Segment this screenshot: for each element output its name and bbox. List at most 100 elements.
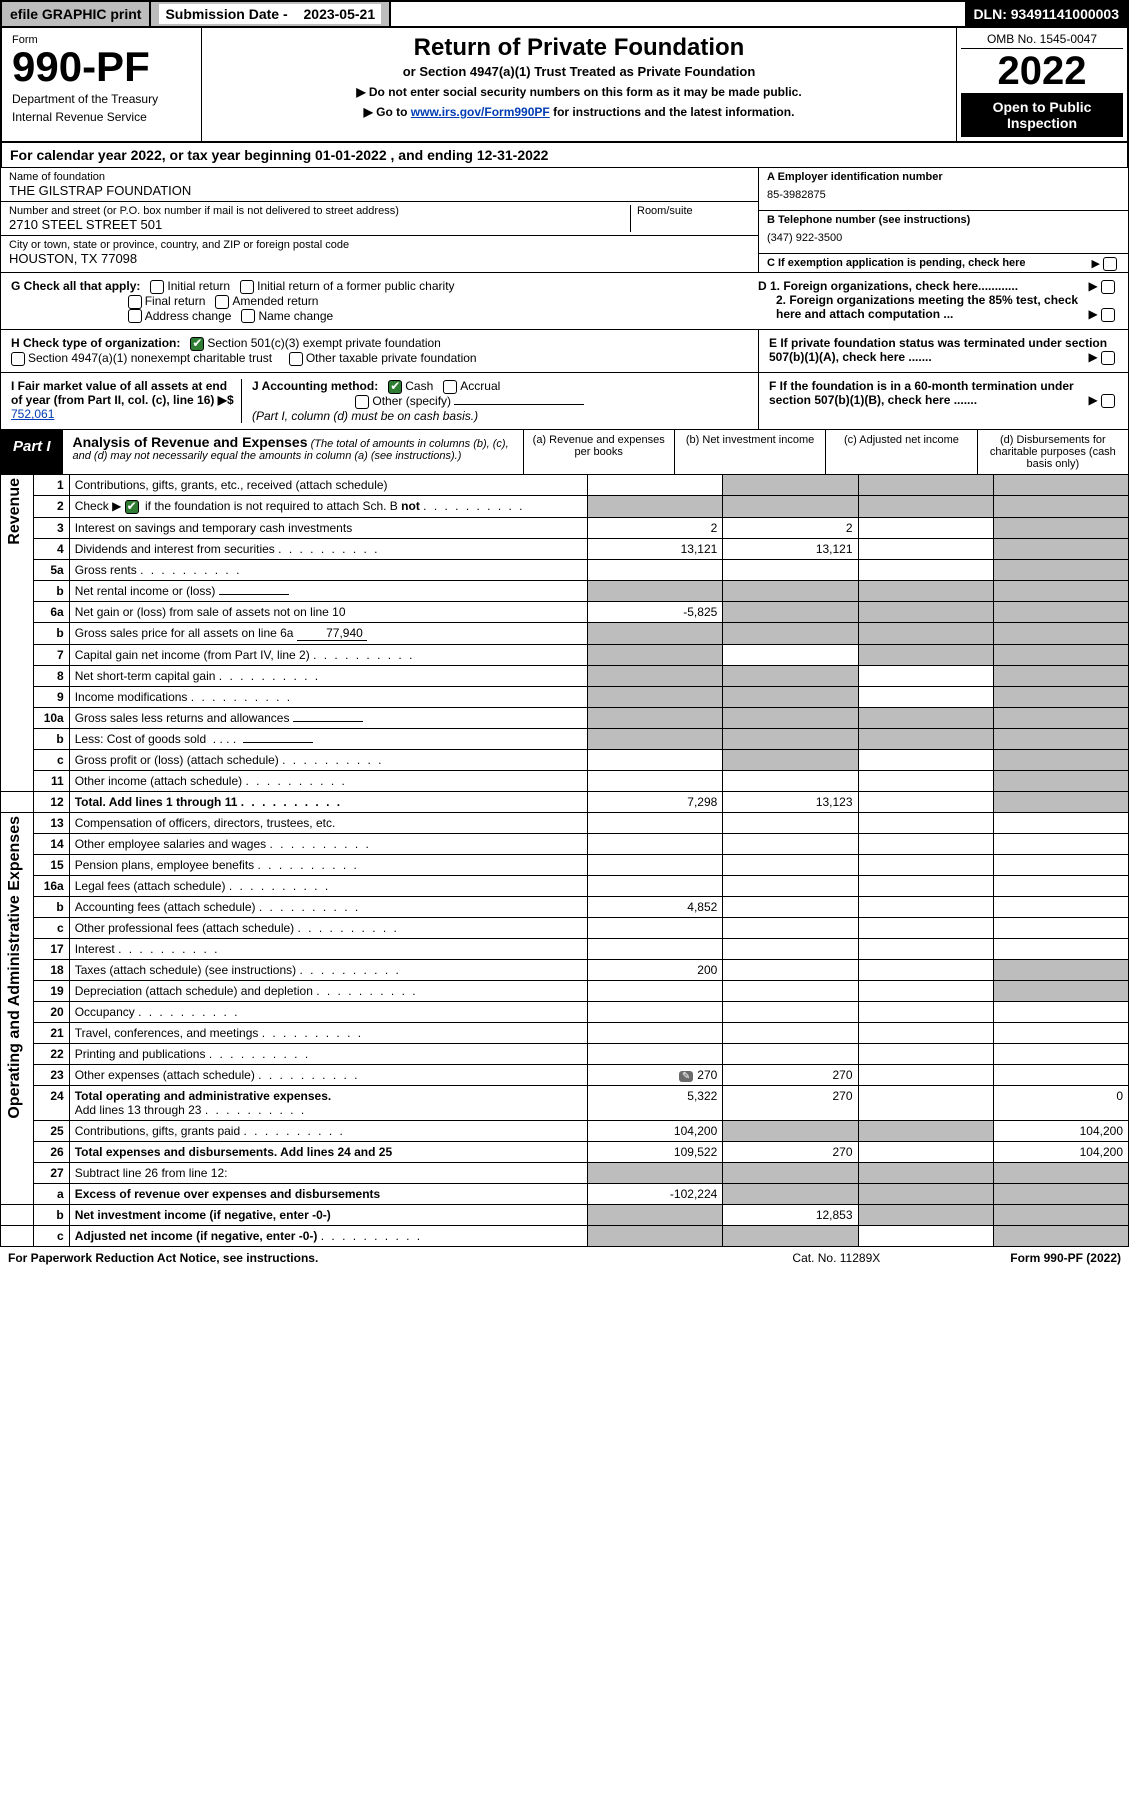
g-opt-0: Initial return [167,279,230,293]
g-amended-checkbox[interactable] [215,295,229,309]
table-row: 24Total operating and administrative exp… [1,1085,1129,1120]
phone-row: B Telephone number (see instructions) (3… [759,211,1128,254]
row-num: 26 [33,1141,69,1162]
col-d-header: (d) Disbursements for charitable purpose… [977,430,1128,474]
cell-a: 5,322 [588,1085,723,1120]
table-row: 18Taxes (attach schedule) (see instructi… [1,959,1129,980]
table-row: 20Occupancy [1,1001,1129,1022]
row-num: 13 [33,812,69,833]
city-label: City or town, state or province, country… [9,239,750,251]
row-num: 2 [33,495,69,517]
dept-treasury: Department of the Treasury [12,92,191,106]
cell-b: 270 [723,1085,858,1120]
row-num: b [33,896,69,917]
g-name-change-checkbox[interactable] [241,309,255,323]
g-address-change-checkbox[interactable] [128,309,142,323]
row-label: Excess of revenue over expenses and disb… [69,1183,587,1204]
row-label: Other income (attach schedule) [69,770,587,791]
j-other-checkbox[interactable] [355,395,369,409]
table-row: 19Depreciation (attach schedule) and dep… [1,980,1129,1001]
g-initial-return-checkbox[interactable] [150,280,164,294]
page-footer: For Paperwork Reduction Act Notice, see … [0,1247,1129,1269]
table-row: 16aLegal fees (attach schedule) [1,875,1129,896]
i-value-link[interactable]: 752,061 [11,407,54,421]
h-other-checkbox[interactable] [289,352,303,366]
h-4947-checkbox[interactable] [11,352,25,366]
form-header: Form 990-PF Department of the Treasury I… [0,28,1129,143]
cell-a: -5,825 [588,601,723,622]
schedule-icon[interactable]: ✎ [679,1071,693,1082]
f-checkbox[interactable] [1101,394,1115,408]
row-num: 18 [33,959,69,980]
row-label: Net rental income or (loss) [69,580,587,601]
j-accrual-checkbox[interactable] [443,380,457,394]
row-num: b [33,728,69,749]
table-row: 6a Net gain or (loss) from sale of asset… [1,601,1129,622]
ein-label: A Employer identification number [767,171,1120,183]
foundation-name-value: THE GILSTRAP FOUNDATION [9,183,750,198]
g-block: G Check all that apply: Initial return I… [11,279,748,323]
row-num: 15 [33,854,69,875]
sch-b-checkbox[interactable] [125,500,139,514]
row-num: 16a [33,875,69,896]
row-label: Subtract line 26 from line 12: [69,1162,587,1183]
table-row: 2 Check ▶ if the foundation is not requi… [1,495,1129,517]
e-checkbox[interactable] [1101,351,1115,365]
expenses-side-label: Operating and Administrative Expenses [1,812,34,1204]
efile-print-button[interactable]: efile GRAPHIC print [2,2,151,26]
j-other: Other (specify) [372,394,451,408]
table-row: 27Subtract line 26 from line 12: [1,1162,1129,1183]
row-num: 20 [33,1001,69,1022]
g-opt-5: Name change [258,309,333,323]
row-label: Gross rents [69,559,587,580]
e-label: E If private foundation status was termi… [769,336,1107,364]
cell-a: -102,224 [588,1183,723,1204]
row-num: 9 [33,686,69,707]
g-former-charity-checkbox[interactable] [240,280,254,294]
d-block: D 1. Foreign organizations, check here..… [748,279,1118,323]
irs-label: Internal Revenue Service [12,110,191,124]
i-label: I Fair market value of all assets at end… [11,379,234,407]
table-row: 3 Interest on savings and temporary cash… [1,517,1129,538]
row-label: Legal fees (attach schedule) [69,875,587,896]
table-row: bNet investment income (if negative, ent… [1,1204,1129,1225]
table-row: 11 Other income (attach schedule) [1,770,1129,791]
table-row: 15Pension plans, employee benefits [1,854,1129,875]
row-label: Check ▶ if the foundation is not require… [69,495,587,517]
row-label: Interest [69,938,587,959]
row-label: Dividends and interest from securities [69,538,587,559]
exemption-pending-row: C If exemption application is pending, c… [759,254,1128,272]
d2-checkbox[interactable] [1101,308,1115,322]
g-opt-3: Amended return [232,294,318,308]
row-label: Less: Cost of goods sold . . . . [69,728,587,749]
j-block: J Accounting method: Cash Accrual Other … [241,379,748,423]
part1-title: Analysis of Revenue and Expenses [73,434,308,450]
omb-number: OMB No. 1545-0047 [961,32,1123,49]
room-suite-label: Room/suite [630,205,750,232]
h-opt-3: Other taxable private foundation [306,351,477,365]
row-num: 12 [33,791,69,812]
table-row: bAccounting fees (attach schedule) 4,852 [1,896,1129,917]
irs-link[interactable]: www.irs.gov/Form990PF [411,105,550,119]
h-opt-1: Section 501(c)(3) exempt private foundat… [207,336,440,350]
tax-year: 2022 [961,49,1123,93]
city-value: HOUSTON, TX 77098 [9,251,750,266]
e-block: E If private foundation status was termi… [758,330,1128,372]
exemption-checkbox[interactable] [1103,257,1117,271]
cell-a: 4,852 [588,896,723,917]
table-row: 22Printing and publications [1,1043,1129,1064]
row-num: 17 [33,938,69,959]
row-num: 24 [33,1085,69,1120]
d1-checkbox[interactable] [1101,280,1115,294]
h-label: H Check type of organization: [11,336,180,350]
line6b-inline: 77,940 [297,626,367,641]
row-num: 10a [33,707,69,728]
section-h-e: H Check type of organization: Section 50… [0,330,1129,373]
row-label: Total. Add lines 1 through 11 [69,791,587,812]
row-label: Contributions, gifts, grants paid [69,1120,587,1141]
row-num: 3 [33,517,69,538]
row-label: Gross sales price for all assets on line… [69,622,587,644]
j-cash-checkbox[interactable] [388,380,402,394]
h-501c3-checkbox[interactable] [190,337,204,351]
g-final-return-checkbox[interactable] [128,295,142,309]
